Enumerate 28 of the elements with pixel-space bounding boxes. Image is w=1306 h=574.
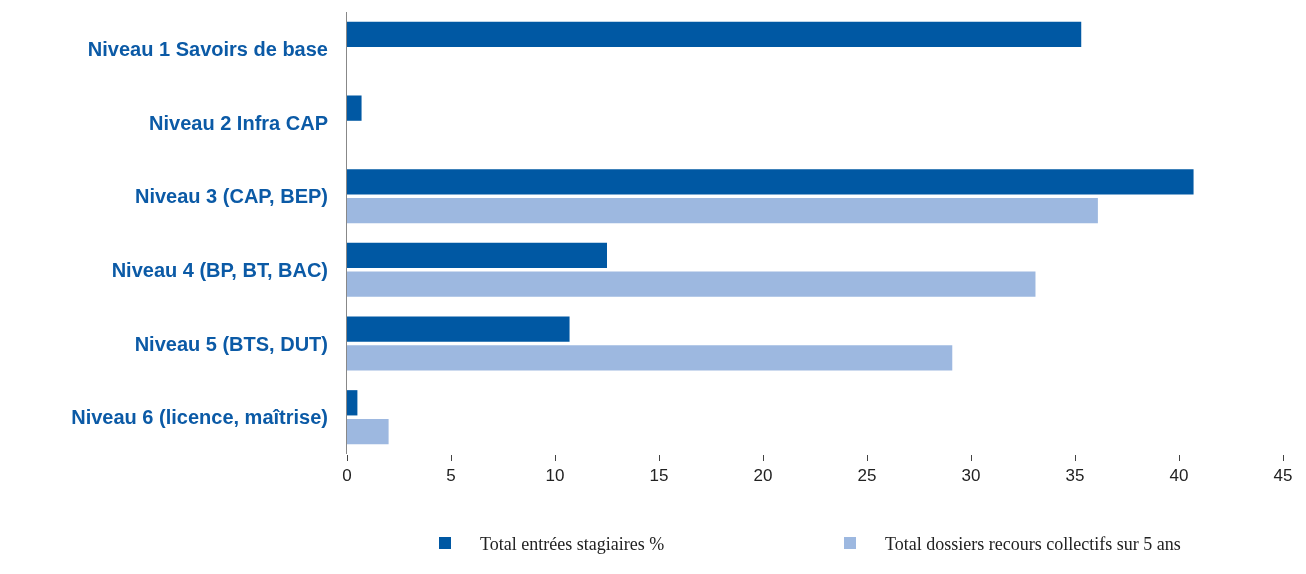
y-tick-label: Niveau 1 Savoirs de base bbox=[87, 37, 328, 60]
x-tick-label: 0 bbox=[342, 466, 352, 486]
bar bbox=[347, 418, 389, 445]
bar bbox=[347, 169, 1194, 195]
y-tick-label: Niveau 5 (BTS, DUT) bbox=[134, 332, 328, 355]
bar bbox=[347, 271, 1036, 297]
legend-label: Total dossiers recours collectifs sur 5 ans bbox=[885, 533, 1181, 554]
x-tick-label: 10 bbox=[545, 466, 565, 486]
y-tick-label: Niveau 6 (licence, maîtrise) bbox=[71, 406, 328, 429]
x-tick-label: 5 bbox=[446, 466, 456, 486]
x-tick-label: 45 bbox=[1273, 466, 1293, 486]
x-tick-label: 15 bbox=[649, 466, 669, 486]
y-tick-label: Niveau 3 (CAP, BEP) bbox=[134, 185, 328, 208]
bar bbox=[347, 345, 953, 371]
x-tick-label: 40 bbox=[1169, 466, 1189, 486]
y-tick-label: Niveau 4 (BP, BT, BAC) bbox=[111, 258, 328, 281]
y-tick-label: Niveau 2 Infra CAP bbox=[149, 111, 328, 134]
legend-label: Total entrées stagiaires % bbox=[480, 533, 665, 554]
bar bbox=[347, 390, 358, 416]
bar bbox=[347, 197, 1098, 224]
x-tick-label: 30 bbox=[961, 466, 981, 486]
x-tick-label: 35 bbox=[1065, 466, 1085, 486]
x-tick-label: 20 bbox=[753, 466, 773, 486]
bar bbox=[347, 316, 570, 342]
bar bbox=[347, 21, 1082, 48]
x-tick-label: 25 bbox=[857, 466, 877, 486]
bar bbox=[347, 242, 607, 269]
bar bbox=[347, 95, 362, 121]
